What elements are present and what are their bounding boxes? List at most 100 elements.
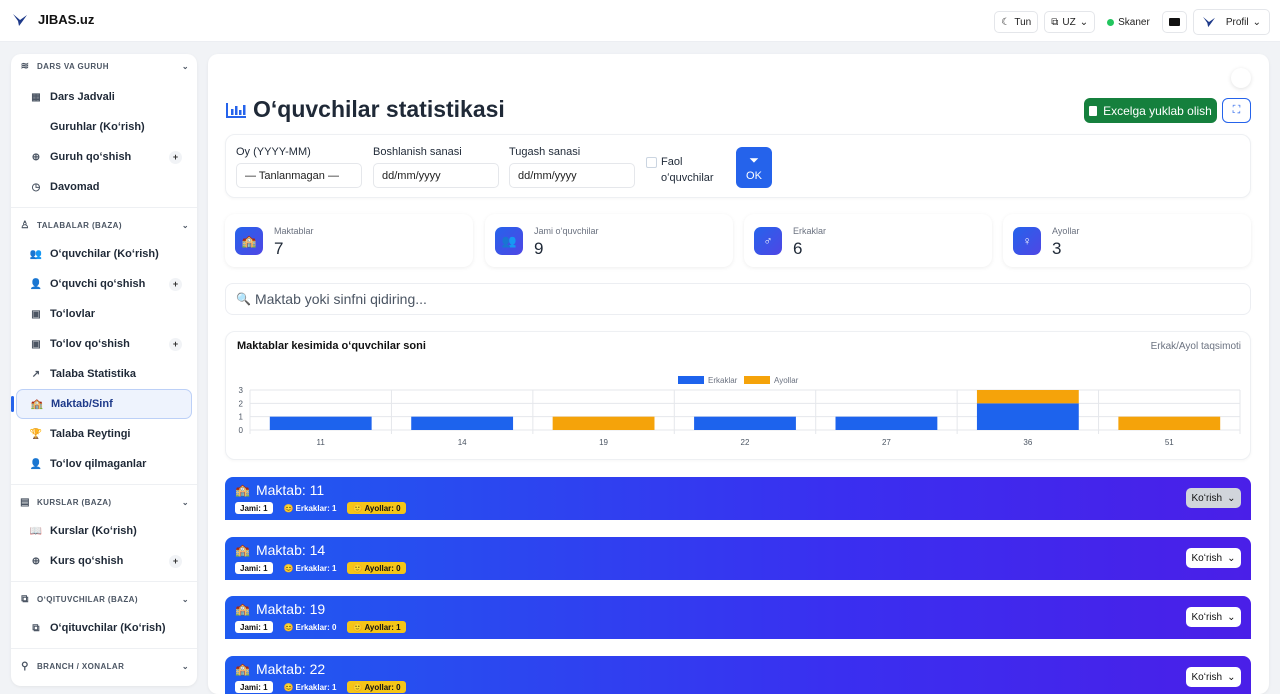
sidebar-item-talaba-reytingi[interactable]: 🏆 Talaba Reytingi — [16, 419, 192, 449]
sidebar-item-talaba-statistika[interactable]: ↗ Talaba Statistika — [16, 359, 192, 389]
sidebar-item-tolov-qoshish[interactable]: ▣ Toʻlov qoʻshish + — [16, 329, 192, 359]
sidebar-item-label: Oʻquvchi qoʻshish — [50, 278, 146, 290]
excel-label: Excelga yuklab olish — [1103, 103, 1212, 118]
sidebar-item-maktab-sinf[interactable]: 🏫 Maktab/Sinf — [11, 389, 192, 419]
school-icon: 🏫 — [30, 398, 44, 410]
end-date-input[interactable]: dd/mm/yyyy — [509, 163, 635, 188]
school-name: 🏫 Maktab: 22 — [235, 661, 325, 677]
chevron-down-icon: ⌄ — [181, 220, 189, 230]
calendar-icon: ▦ — [31, 91, 41, 103]
chart-title: Maktablar kesimida oʻquvchilar soni — [237, 340, 426, 352]
sidebar-item-guruh-qoshish[interactable]: ⊕ Guruh qoʻshish + — [16, 142, 192, 172]
search-input[interactable]: 🔍 Maktab yoki sinfni qidiring... — [225, 283, 1251, 315]
sidebar-item-label: Talaba Reytingi — [50, 428, 131, 440]
sidebar-item-tolovlar[interactable]: ▣ Toʻlovlar — [16, 299, 192, 329]
scanner-status[interactable]: Skaner — [1101, 11, 1156, 33]
apply-filter-button[interactable]: ⏷ OK — [736, 147, 772, 188]
stat-card-students: 👥 Jami oʻquvchilar 9 — [485, 214, 733, 267]
users-icon: 👥 — [495, 227, 523, 255]
teacher-board-icon: ⧉ — [32, 622, 40, 634]
sidebar-item-oquvchi-qoshish[interactable]: 👤 Oʻquvchi qoʻshish + — [16, 269, 192, 299]
section-dars-va-guruh[interactable]: ≋ DARS VA GURUH ⌄ — [11, 54, 197, 78]
section-branch-xonalar[interactable]: ⚲ BRANCH / XONALAR ⌄ — [11, 654, 197, 678]
female-emoji-icon: 🙂 — [352, 682, 363, 692]
female-badge: 🙂 Ayollar: 0 — [347, 681, 406, 693]
sidebar-item-dars-jadvali[interactable]: ▦ Dars Jadvali — [16, 82, 192, 112]
divider — [11, 484, 197, 485]
view-school-button[interactable]: Koʻrish ⌄ — [1186, 607, 1241, 627]
stat-card-schools: 🏫 Maktablar 7 — [225, 214, 473, 267]
sidebar-item-kurslar[interactable]: 📖 Kurslar (Koʻrish) — [16, 516, 192, 546]
money-icon: ▣ — [31, 308, 41, 320]
female-emoji-icon: 🙂 — [352, 622, 363, 632]
female-emoji-icon: 🙂 — [352, 563, 363, 573]
plus-icon[interactable]: + — [169, 277, 182, 291]
stat-value: 3 — [1052, 239, 1062, 258]
sidebar-item-label: Kurs qoʻshish — [50, 555, 124, 567]
main-panel: Oʻquvchilar statistikasi Excelga yuklab … — [208, 54, 1269, 694]
sidebar-item-label: Talaba Statistika — [50, 368, 136, 380]
y-tick-label: 2 — [239, 399, 244, 408]
plus-icon[interactable]: + — [169, 554, 182, 568]
x-tick-label: 27 — [882, 438, 891, 447]
section-kurslar[interactable]: ▤ KURSLAR (BAZA) ⌄ — [11, 490, 197, 514]
profile-menu[interactable]: Profil ⌄ — [1192, 9, 1270, 35]
plus-icon[interactable]: + — [169, 337, 182, 351]
stat-label: Erkaklar — [793, 226, 827, 236]
start-date-input[interactable]: dd/mm/yyyy — [373, 163, 499, 188]
status-dot-icon — [1107, 18, 1115, 26]
chart-line-icon: ↗ — [31, 368, 41, 380]
view-school-button[interactable]: Koʻrish ⌄ — [1186, 488, 1241, 508]
chevron-down-icon: ⌄ — [181, 594, 189, 604]
school-icon: 🏫 — [235, 483, 250, 497]
month-select[interactable]: — Tanlanmagan — — [236, 163, 362, 188]
x-tick-label: 51 — [1165, 438, 1174, 447]
school-badges: Jami: 1 😊 Erkaklar: 1 🙂 Ayollar: 0 — [235, 681, 406, 693]
male-emoji-icon: 😊 — [283, 682, 294, 692]
page-title-text: Oʻquvchilar statistikasi — [253, 96, 505, 122]
sidebar-item-label: Kurslar (Koʻrish) — [50, 525, 137, 537]
cash-icon — [1168, 18, 1180, 26]
search-icon: 🔍 — [236, 292, 251, 306]
sidebar-item-guruhlar[interactable]: Guruhlar (Koʻrish) — [16, 112, 192, 142]
school-icon: 🏫 — [235, 602, 250, 616]
sidebar-item-tolov-qilmaganlar[interactable]: 👤 Toʻlov qilmaganlar — [16, 449, 192, 479]
blank-icon — [30, 121, 42, 133]
sidebar-item-kurs-qoshish[interactable]: ⊕ Kurs qoʻshish + — [16, 546, 192, 576]
sidebar-item-davomad[interactable]: ◷ Davomad — [16, 172, 192, 202]
male-emoji-icon: 😊 — [283, 563, 294, 573]
excel-download-button[interactable]: Excelga yuklab olish — [1084, 98, 1217, 123]
ok-label: OK — [746, 170, 762, 182]
bar-chart-icon — [226, 102, 246, 118]
school-name-text: Maktab: 11 — [255, 482, 325, 498]
bar-erkaklar — [269, 416, 372, 430]
section-talabalar[interactable]: ♙ TALABALAR (BAZA) ⌄ — [11, 213, 197, 237]
sidebar-item-label: Dars Jadvali — [50, 91, 115, 103]
cash-button[interactable] — [1161, 11, 1187, 33]
divider — [11, 648, 197, 649]
stat-card-female: ♀ Ayollar 3 — [1003, 214, 1251, 267]
fullscreen-button[interactable]: ⛶ — [1222, 98, 1251, 123]
chevron-down-icon: ⌄ — [181, 61, 189, 71]
stat-card-male: ♂ Erkaklar 6 — [744, 214, 992, 267]
user-plus-icon: 👤 — [29, 278, 43, 290]
male-badge: 😊 Erkaklar: 1 — [279, 562, 342, 574]
chevron-down-icon: ⌄ — [181, 497, 189, 507]
stat-value: 9 — [534, 239, 544, 258]
section-oqituvchilar[interactable]: ⧉ OʻQITUVCHILAR (BAZA) ⌄ — [11, 587, 197, 611]
language-select[interactable]: ⧉ UZ ⌄ — [1044, 11, 1096, 33]
active-students-checkbox[interactable] — [646, 157, 657, 168]
plus-icon[interactable]: + — [169, 150, 182, 164]
month-label: Oy (YYYY-MM) — [236, 146, 311, 158]
logo[interactable]: JIBAS.uz — [12, 12, 94, 27]
profile-avatar-icon — [1202, 16, 1215, 28]
section-title: TALABALAR (BAZA) — [37, 220, 122, 230]
sidebar-item-oqituvchilar[interactable]: ⧉ Oʻqituvchilar (Koʻrish) — [16, 613, 192, 643]
view-school-button[interactable]: Koʻrish ⌄ — [1186, 548, 1241, 568]
floating-circle-button[interactable] — [1231, 68, 1251, 88]
view-school-button[interactable]: Koʻrish ⌄ — [1186, 667, 1241, 687]
total-badge: Jami: 1 — [235, 502, 273, 514]
sidebar-item-oquvchilar[interactable]: 👥 Oʻquvchilar (Koʻrish) — [16, 239, 192, 269]
x-tick-label: 14 — [458, 438, 467, 447]
theme-toggle-button[interactable]: ☾ Tun — [994, 11, 1039, 33]
